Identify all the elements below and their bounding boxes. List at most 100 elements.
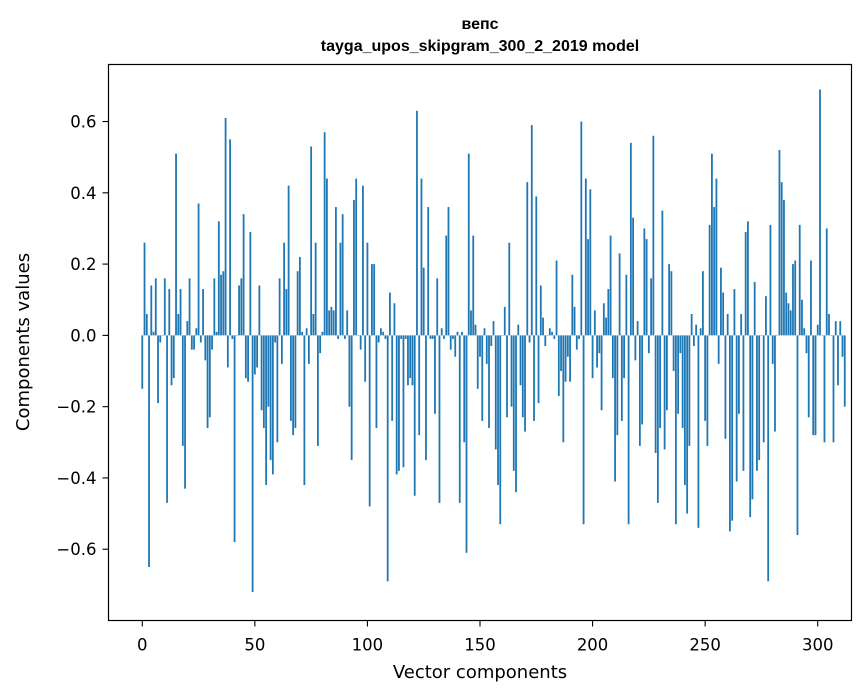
plot-frame (107, 63, 853, 622)
bar (600, 335, 603, 411)
bar (582, 335, 585, 525)
bar (359, 335, 362, 350)
bar (587, 239, 589, 336)
bar (751, 335, 754, 500)
x-tick-label: 250 (689, 636, 721, 655)
bar (391, 335, 394, 421)
bar (672, 335, 675, 372)
bar (436, 278, 439, 336)
bar (148, 335, 150, 568)
bar (560, 335, 562, 372)
bar (539, 285, 542, 336)
bar (461, 331, 463, 336)
bar (542, 317, 544, 336)
bar (409, 335, 412, 379)
bar (508, 242, 511, 336)
bar (271, 335, 274, 475)
bar (339, 242, 342, 336)
bar (260, 335, 263, 411)
bar (733, 289, 736, 336)
bar (512, 335, 515, 471)
bar (785, 292, 788, 336)
bar (170, 335, 173, 386)
bar (589, 189, 592, 336)
bar (314, 242, 317, 336)
chart-subtitle: tayga_upos_skipgram_300_2_2019 model (321, 38, 639, 55)
bar (812, 335, 815, 436)
bar (447, 207, 450, 336)
bar (665, 335, 668, 411)
bar (154, 278, 157, 336)
bar (807, 335, 810, 418)
bar (211, 335, 213, 350)
bar (629, 142, 632, 336)
bar (197, 203, 200, 336)
y-tick-label: −0.4 (56, 469, 96, 488)
bar (143, 242, 146, 336)
bar (253, 335, 256, 375)
bar (789, 310, 792, 336)
bar (215, 331, 218, 336)
bar (348, 335, 351, 407)
bar (434, 335, 436, 414)
bar (569, 335, 571, 382)
bar (564, 335, 567, 382)
bar (681, 335, 684, 429)
bar (413, 335, 416, 496)
bar (355, 178, 358, 336)
y-tick-label: −0.2 (56, 398, 96, 417)
bar (575, 335, 578, 350)
bar (774, 335, 776, 432)
bar (596, 335, 598, 368)
bar (202, 289, 204, 336)
bar (515, 335, 517, 493)
bar (688, 335, 691, 446)
bar (661, 210, 664, 336)
bar (792, 264, 794, 336)
bar (720, 267, 722, 336)
bar (683, 335, 686, 486)
bar (783, 199, 785, 336)
bar (337, 335, 340, 339)
bar (510, 335, 513, 407)
bar (641, 335, 644, 425)
bar (697, 335, 700, 528)
bar (283, 242, 286, 336)
bar (305, 328, 308, 336)
bar (341, 214, 344, 336)
bar (690, 313, 693, 336)
bar (668, 264, 671, 336)
bar (384, 335, 387, 339)
bar (677, 335, 680, 414)
bar (256, 335, 258, 368)
bar (650, 278, 653, 336)
bar (557, 335, 560, 396)
bar (647, 335, 650, 354)
bar (526, 182, 529, 336)
bar (330, 306, 333, 336)
bar (229, 139, 231, 336)
bar (636, 321, 639, 336)
bar (607, 289, 610, 336)
x-tick-label: 50 (244, 636, 265, 655)
bar (654, 335, 657, 453)
bar (418, 335, 421, 436)
bar (296, 271, 299, 336)
bar (679, 335, 682, 354)
x-tick-label: 300 (802, 636, 834, 655)
bar (663, 335, 666, 450)
bar (213, 278, 216, 336)
bar (627, 335, 630, 525)
bar (249, 232, 252, 336)
bar (819, 89, 821, 336)
bar (425, 335, 427, 461)
bar (584, 178, 587, 336)
bar (611, 335, 614, 379)
bar (715, 178, 718, 336)
bar (562, 335, 565, 443)
bar (440, 328, 443, 336)
bar (204, 335, 207, 361)
bar (841, 335, 844, 357)
bar (186, 321, 189, 336)
bar (533, 335, 535, 421)
